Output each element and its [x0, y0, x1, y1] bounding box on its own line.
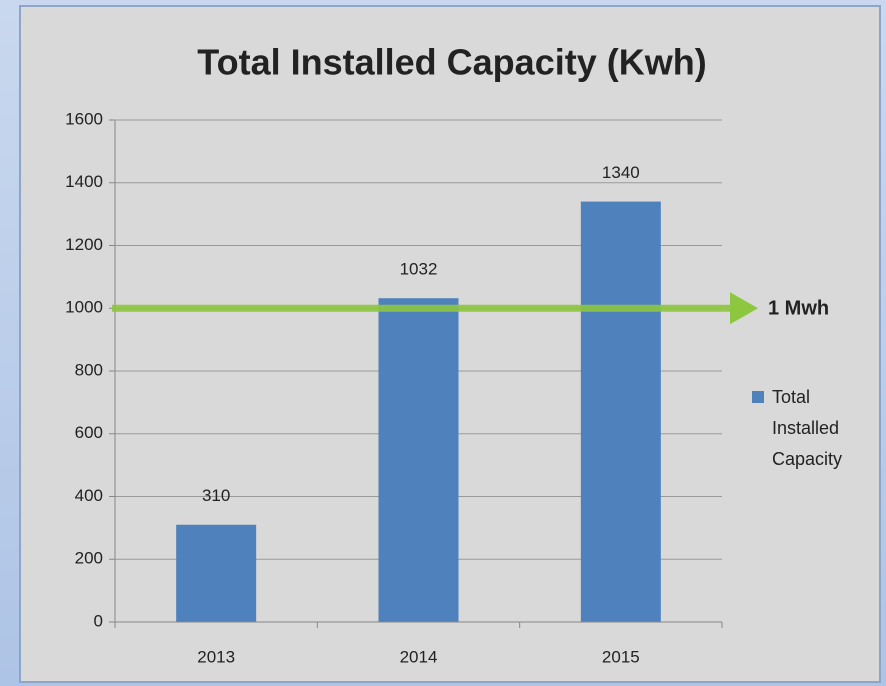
- y-tick-label: 600: [75, 423, 103, 442]
- y-tick-label: 1200: [65, 235, 103, 254]
- data-label: 1032: [400, 260, 438, 279]
- x-tick-label: 2014: [400, 647, 438, 666]
- y-tick-label: 1400: [65, 172, 103, 191]
- data-label: 1340: [602, 163, 640, 182]
- y-tick-label: 0: [94, 611, 103, 630]
- y-tick-label: 800: [75, 360, 103, 379]
- bar: [378, 298, 459, 622]
- legend-label: Total Installed Capacity: [772, 387, 843, 469]
- bar: [580, 201, 661, 622]
- x-tick-label: 2015: [602, 647, 640, 666]
- x-tick-label: 2013: [197, 647, 235, 666]
- y-tick-label: 400: [75, 486, 103, 505]
- annotation-label: 1 Mwh: [768, 298, 829, 320]
- annotation-arrow-head: [730, 292, 758, 325]
- legend-swatch: [752, 391, 764, 403]
- bar: [176, 524, 257, 622]
- chart-title: Total Installed Capacity (Kwh): [197, 42, 706, 83]
- y-tick-label: 200: [75, 549, 103, 568]
- y-tick-label: 1600: [65, 109, 103, 128]
- y-tick-label: 1000: [65, 298, 103, 317]
- data-label: 310: [202, 486, 230, 505]
